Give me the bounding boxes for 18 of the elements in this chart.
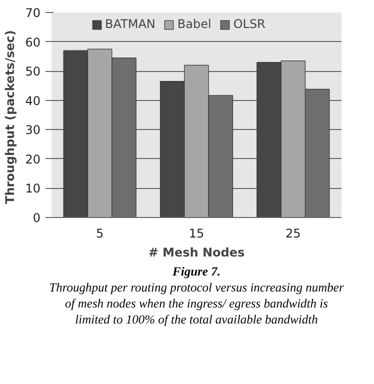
y-tick-label: 30 xyxy=(25,123,41,138)
y-tick-label: 20 xyxy=(25,152,41,166)
y-tick-label: 40 xyxy=(25,94,41,108)
x-axis-title: # Mesh Nodes xyxy=(148,246,245,260)
legend-label: BATMAN xyxy=(105,17,156,31)
text: Throughput per routing protocol versus increasing number of mesh nodes when the ingress/ egress bandwidth is limited to 100% of the total available bandwidth xyxy=(49,280,344,326)
caption: Figure 7. xyxy=(172,264,220,278)
y-tick-label: 10 xyxy=(25,182,41,196)
y-axis-title: Throughput (packets/sec) xyxy=(3,30,18,204)
x-tick-label: 15 xyxy=(188,226,204,240)
legend-label: Babel xyxy=(177,17,212,31)
x-tick-label: 25 xyxy=(286,226,301,240)
x-tick-label: 5 xyxy=(96,226,104,240)
y-tick-label: 60 xyxy=(25,35,41,50)
y-tick-label: 70 xyxy=(25,6,41,20)
legend-label: OLSR xyxy=(233,17,266,31)
y-tick-label: 0 xyxy=(32,211,41,225)
y-tick-label: 50 xyxy=(25,64,41,79)
